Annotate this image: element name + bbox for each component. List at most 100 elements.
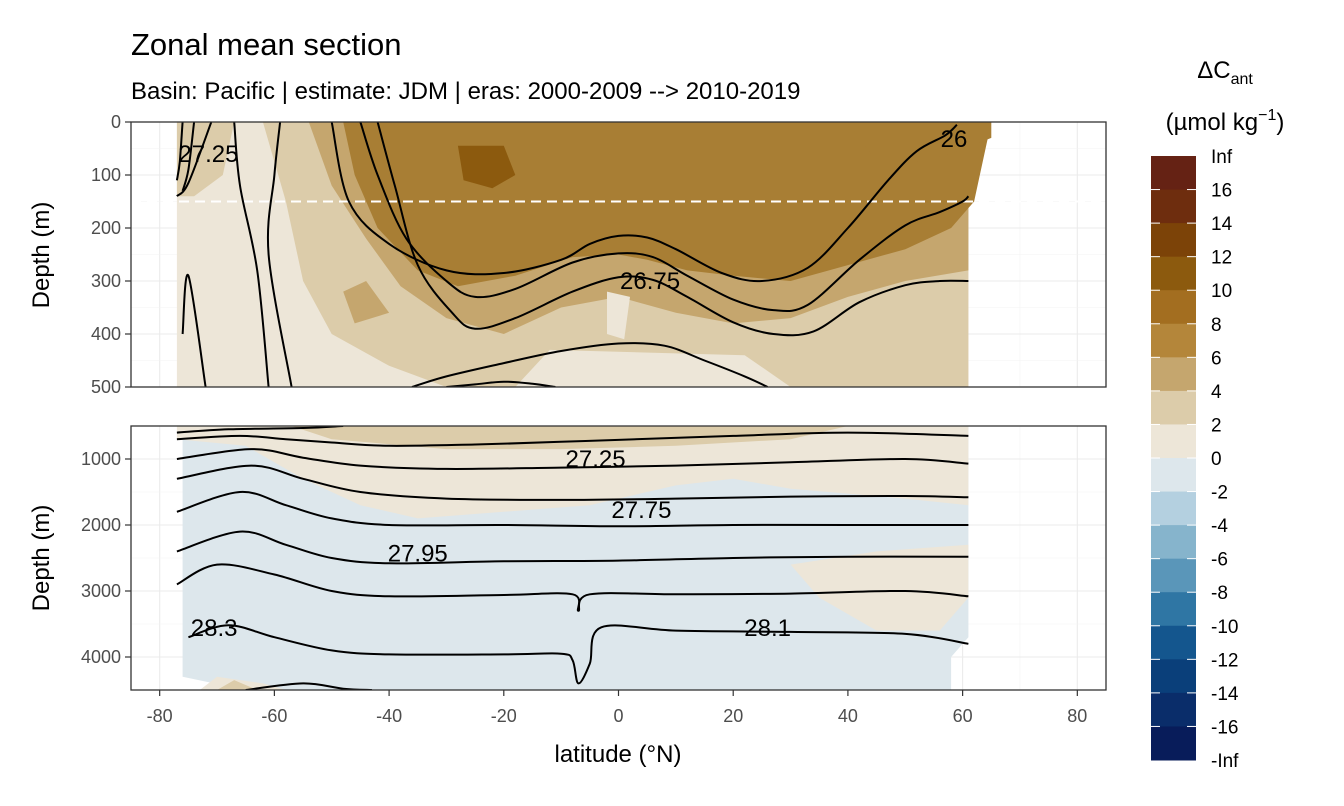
fill-region	[217, 680, 258, 690]
isopycnal-line	[181, 274, 207, 387]
legend-label: -14	[1211, 684, 1239, 705]
bottom-contour-labels: 27.25 27.75 27.95 28.3 28.1	[191, 446, 791, 642]
x-tick-label: 0	[613, 706, 623, 726]
x-axis-title: latitude (°N)	[555, 741, 682, 768]
y-tick-label: 300	[91, 271, 121, 291]
legend-label: -6	[1211, 550, 1228, 571]
legend-title-superscript: −1	[1258, 107, 1276, 124]
isopycnal-line	[176, 464, 969, 501]
x-tick-label: 20	[723, 706, 743, 726]
isopycnal-line	[176, 431, 969, 447]
top-y-axis: 0 100 200 300 400 500	[91, 112, 131, 397]
legend-label: -12	[1211, 650, 1238, 671]
chart-title: Zonal mean section	[131, 27, 402, 62]
contour-label: 27.95	[388, 540, 448, 567]
fill-region	[847, 122, 992, 165]
legend-swatch	[1151, 592, 1196, 627]
contour-label: 27.25	[178, 141, 238, 168]
legend-label: 12	[1211, 248, 1232, 269]
x-tick-label: -80	[147, 706, 173, 726]
top-isopycnals	[175, 122, 970, 387]
x-tick-label: 40	[838, 706, 858, 726]
legend-swatch	[1151, 458, 1196, 493]
bottom-y-axis: 1000 2000 3000 4000	[81, 449, 131, 667]
fill-region	[176, 426, 969, 519]
contour-label: 28.1	[744, 615, 791, 642]
legend-label: -16	[1211, 717, 1238, 738]
isopycnal-line	[233, 122, 270, 387]
legend-label: -Inf	[1211, 751, 1239, 772]
legend-label: -10	[1211, 617, 1238, 638]
fill-region	[607, 291, 630, 340]
legend-title-subscript: ant	[1231, 71, 1254, 88]
isopycnal-line	[176, 426, 344, 434]
isopycnal-line	[176, 122, 213, 197]
legend-title-unit: (µmol kg	[1166, 109, 1259, 136]
legend-swatch	[1151, 558, 1196, 593]
legend-swatch	[1151, 525, 1196, 560]
legend-colorbar	[1151, 156, 1196, 761]
legend-label: -4	[1211, 516, 1228, 537]
isopycnal-line	[176, 490, 969, 528]
legend-label: 10	[1211, 281, 1232, 302]
contour-label: 26	[941, 126, 968, 153]
legend-swatch	[1151, 491, 1196, 526]
isopycnal-line	[411, 342, 769, 387]
bottom-panel: 27.25 27.75 27.95 28.3 28.1 1000 2000 3000 4000…	[28, 425, 1107, 691]
legend-swatch	[1151, 659, 1196, 694]
y-tick-label: 100	[91, 165, 121, 185]
isopycnal-line	[359, 122, 970, 313]
legend-label: 2	[1211, 415, 1222, 436]
contour-label: 27.75	[611, 497, 671, 524]
legend-swatch	[1151, 390, 1196, 425]
x-tick-label: 60	[953, 706, 973, 726]
legend-swatch	[1151, 323, 1196, 358]
y-tick-label: 200	[91, 218, 121, 238]
contour-label: 26.75	[620, 268, 680, 295]
legend-swatch	[1151, 726, 1196, 761]
legend-swatch	[1151, 223, 1196, 258]
y-tick-label: 500	[91, 377, 121, 397]
legend-swatch	[1151, 290, 1196, 325]
legend-label: Inf	[1211, 147, 1233, 168]
chart-subtitle: Basin: Pacific | estimate: JDM | eras: 2…	[131, 78, 800, 105]
y-tick-label: 400	[91, 324, 121, 344]
x-tick-label: 80	[1067, 706, 1087, 726]
y-tick-label: 4000	[81, 647, 121, 667]
bottom-y-axis-title: Depth (m)	[28, 505, 55, 612]
y-tick-label: 3000	[81, 581, 121, 601]
isopycnal-line	[376, 122, 969, 337]
legend-swatch	[1151, 357, 1196, 392]
fill-region	[457, 145, 516, 189]
fill-region	[790, 544, 969, 631]
isopycnal-line	[446, 380, 556, 387]
legend-swatch	[1151, 625, 1196, 660]
legend-swatch	[1151, 424, 1196, 459]
contour-label: 28.3	[191, 615, 238, 642]
legend-labels: Inf 16 14 12 10 8 6 4 2 0 -2 -4 -6 -8 -10 -12 -14 -16 -Inf	[1211, 147, 1239, 772]
legend-label: 6	[1211, 348, 1222, 369]
legend-swatch	[1151, 256, 1196, 291]
legend-label: 8	[1211, 315, 1222, 336]
fill-region	[515, 349, 791, 387]
legend-label: 16	[1211, 181, 1232, 202]
legend-label: 4	[1211, 382, 1222, 403]
isopycnal-line	[176, 448, 969, 470]
y-tick-label: 1000	[81, 449, 121, 469]
top-panel-border	[130, 121, 1107, 388]
isopycnal-line	[181, 122, 196, 192]
y-tick-label: 0	[111, 112, 121, 132]
isopycnal-line	[266, 122, 293, 387]
legend-swatch	[1151, 156, 1196, 191]
legend-title-line2: (µmol kg−1)	[1166, 107, 1285, 136]
isopycnal-line	[188, 624, 969, 685]
legend-label: -8	[1211, 583, 1228, 604]
x-tick-label: -20	[491, 706, 517, 726]
x-tick-label: -60	[261, 706, 287, 726]
top-contour-labels: 26 27.25 26.75	[178, 126, 967, 295]
legend-swatch	[1151, 692, 1196, 727]
fill-region	[291, 426, 848, 450]
x-axis: -80 -60 -40 -20 0 20 40 60 80	[147, 690, 1087, 726]
legend: ΔCant (µmol kg−1) Inf 16 14 12 10 8 6 4 2 0 -2 -4 -6…	[1151, 57, 1284, 772]
contour-label: 27.25	[566, 446, 626, 473]
